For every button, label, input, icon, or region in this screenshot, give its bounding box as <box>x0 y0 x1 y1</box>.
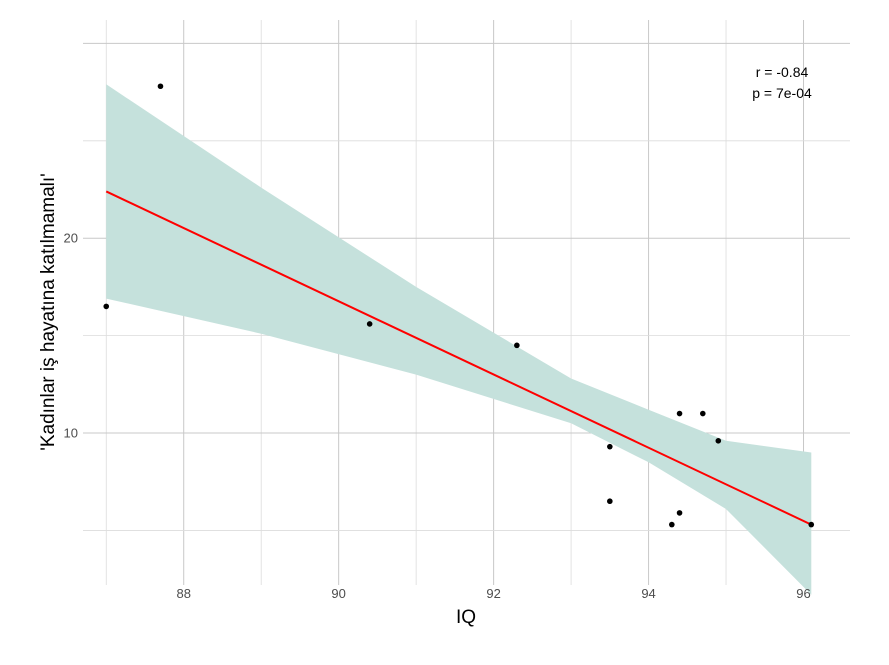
y-tick-label: 20 <box>64 231 78 246</box>
x-tick-labels: 88 90 92 94 96 <box>176 586 810 601</box>
data-point <box>607 498 613 505</box>
data-point <box>103 303 110 310</box>
data-point <box>676 510 683 516</box>
correlation-r-annotation: r = -0.84 <box>756 64 809 80</box>
regression-line <box>105 190 812 526</box>
confidence-band <box>106 84 812 595</box>
data-point <box>715 438 722 444</box>
data-point <box>514 342 520 349</box>
x-axis-title: IQ <box>456 607 476 628</box>
y-tick-label: 10 <box>64 426 78 441</box>
data-point <box>157 83 164 90</box>
y-axis-title: 'Kadınlar iş hayatına katılmamalı' <box>38 173 59 451</box>
data-point <box>669 521 675 528</box>
x-tick-label: 94 <box>641 586 655 601</box>
data-point <box>366 321 373 327</box>
data-point <box>607 443 613 450</box>
data-points <box>103 83 815 528</box>
x-tick-label: 90 <box>331 586 345 601</box>
x-tick-label: 96 <box>796 586 810 601</box>
data-point <box>808 521 815 528</box>
data-point <box>676 410 683 417</box>
p-value-annotation: p = 7e-04 <box>752 85 812 101</box>
x-tick-label: 88 <box>176 586 190 601</box>
y-tick-labels: 10 20 <box>64 231 78 441</box>
x-tick-label: 92 <box>486 586 500 601</box>
data-point <box>699 410 706 417</box>
